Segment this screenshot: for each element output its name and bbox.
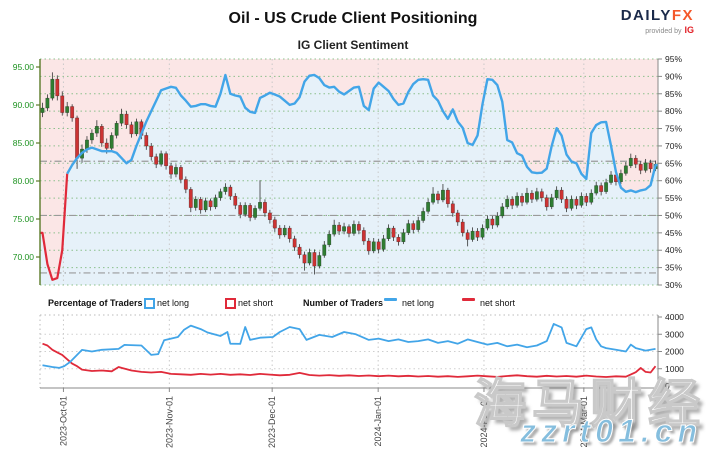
percent-tick-label: 65% xyxy=(665,158,682,168)
watermark-cjk: 海马财经 xyxy=(473,375,706,435)
price-tick-label: 95.00 xyxy=(13,62,35,72)
percent-tick-label: 45% xyxy=(665,228,682,238)
legend-num-net-long-label: net long xyxy=(402,298,435,308)
watermark-site: zzrt01.cn xyxy=(520,413,702,450)
price-tick-label: 75.00 xyxy=(13,214,35,224)
dailyfx-wordmark: DAILYFX xyxy=(621,8,694,23)
legend-percentage-title: Percentage of Traders xyxy=(48,298,143,308)
date-tick-label: 2023-Nov-01 xyxy=(164,396,174,448)
count-tick-label: 3000 xyxy=(665,329,684,339)
chart-subtitle: IG Client Sentiment xyxy=(297,38,409,52)
percent-tick-label: 90% xyxy=(665,71,682,81)
reference-lines xyxy=(40,160,658,274)
legend-num-net-short-label: net short xyxy=(480,298,516,308)
net-long-pct-line-minority xyxy=(40,173,69,281)
percent-tick-label: 35% xyxy=(665,263,682,273)
net-long-line-icon xyxy=(384,298,397,301)
sentiment-shading xyxy=(40,59,658,285)
chart-legend: Percentage of Traders net long net short… xyxy=(0,296,706,312)
percent-tick-label: 75% xyxy=(665,124,682,134)
percent-tick-label: 50% xyxy=(665,210,682,220)
price-tick-label: 80.00 xyxy=(13,176,35,186)
dailyfx-logo: DAILYFX provided by IG xyxy=(621,8,694,35)
date-tick-label: 2023-Dec-01 xyxy=(267,396,277,448)
x-axis-labels: 2023-Oct-01 2023-Nov-01 2023-Dec-01 2024-Ja… xyxy=(58,388,589,448)
price-candles xyxy=(40,72,658,275)
price-tick-label: 90.00 xyxy=(13,100,35,110)
percent-tick-label: 60% xyxy=(665,176,682,186)
net-short-square-icon xyxy=(225,298,236,309)
net-long-pct-line-majority xyxy=(66,73,658,194)
logo-provided-by: provided by IG xyxy=(645,25,694,36)
page-title: Oil - US Crude Client Positioning xyxy=(228,10,478,27)
price-tick-label: 85.00 xyxy=(13,138,35,148)
traders-net-long-line xyxy=(42,322,656,369)
price-tick-label: 70.00 xyxy=(13,252,35,262)
count-tick-label: 4000 xyxy=(665,312,684,322)
traders-gridlines xyxy=(40,315,658,388)
date-tick-label: 2024-Mar-01 xyxy=(579,396,589,448)
count-tick-label: 0 xyxy=(665,381,670,391)
percent-tick-label: 55% xyxy=(665,193,682,203)
percent-tick-label: 70% xyxy=(665,141,682,151)
count-tick-label: 2000 xyxy=(665,347,684,357)
date-tick-label: 2024-Feb-01 xyxy=(479,396,489,448)
main-axes: 95.00 90.00 85.00 80.00 75.00 70.00 95% 90% 85% 8… xyxy=(13,54,683,290)
percent-tick-label: 30% xyxy=(665,280,682,290)
net-long-square-icon xyxy=(144,298,155,309)
legend-pct-net-long-label: net long xyxy=(157,298,190,308)
date-tick-label: 2023-Oct-01 xyxy=(58,396,68,446)
legend-pct-net-short-label: net short xyxy=(238,298,274,308)
ig-logo-text: IG xyxy=(684,25,694,35)
sentiment-line xyxy=(40,73,658,281)
logo-fx-text: FX xyxy=(671,7,694,24)
net-short-majority-area xyxy=(40,59,658,280)
logo-daily-text: DAILY xyxy=(620,7,672,24)
traders-lines xyxy=(42,322,657,378)
legend-number-title: Number of Traders xyxy=(303,298,384,308)
traders-net-short-line xyxy=(42,342,657,378)
percent-tick-label: 85% xyxy=(665,89,682,99)
traders-axes: 4000 3000 2000 1000 0 xyxy=(39,312,684,391)
percent-tick-label: 80% xyxy=(665,106,682,116)
date-tick-label: 2024-Jan-01 xyxy=(373,396,383,447)
percent-tick-label: 95% xyxy=(665,54,682,64)
net-short-line-icon xyxy=(462,298,475,301)
percent-tick-label: 40% xyxy=(665,245,682,255)
count-tick-label: 1000 xyxy=(665,364,684,374)
